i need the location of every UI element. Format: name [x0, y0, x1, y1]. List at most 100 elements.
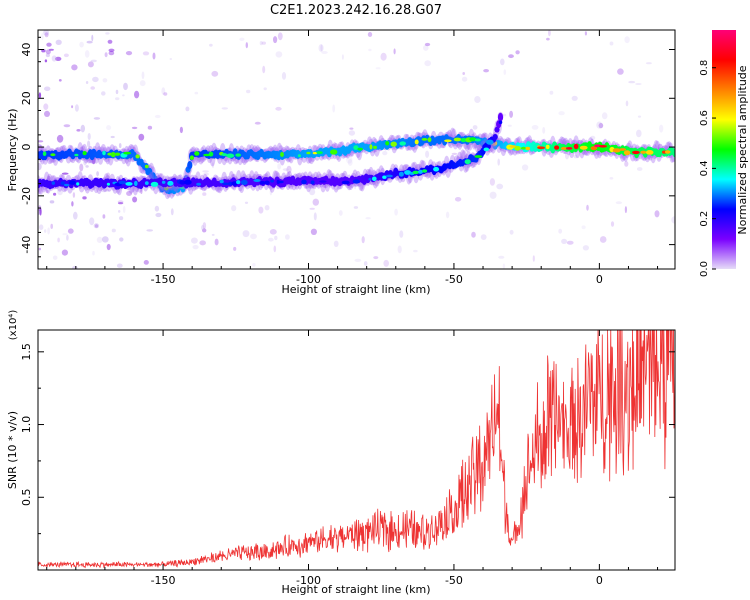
main-peak [453, 137, 462, 142]
background-speckle [269, 229, 277, 235]
background-speckle [38, 186, 43, 193]
background-speckle [63, 53, 69, 58]
spectrogram-y-tick-label: -20 [20, 187, 33, 205]
secondary-peak [422, 169, 428, 173]
main-peak [414, 139, 419, 145]
background-speckle [38, 92, 42, 99]
secondary-peak [118, 180, 127, 185]
background-speckle [83, 158, 87, 166]
main-peak [189, 155, 194, 160]
main-peak [599, 145, 607, 148]
background-speckle [87, 133, 91, 140]
background-speckle [474, 96, 481, 103]
background-speckle [542, 126, 546, 134]
snr-ylabel: SNR (10 * v/v) [6, 411, 19, 489]
snr-x-tick-label: -50 [445, 574, 463, 587]
background-speckle [259, 41, 263, 46]
secondary-peak [270, 179, 274, 183]
main-peak [144, 164, 149, 169]
background-speckle [454, 197, 462, 202]
background-speckle [635, 83, 642, 85]
colorbar-ticks: 0.0 0.2 0.4 0.6 0.8 [699, 60, 716, 277]
background-speckle [106, 172, 111, 179]
background-speckle [383, 259, 390, 267]
background-speckle [586, 204, 589, 211]
snr-panel: -150 -100 -50 0 0.5 1.0 1.5 Height of straight… [6, 310, 676, 596]
secondary-peak [368, 177, 372, 181]
main-peak [369, 144, 373, 150]
background-speckle [110, 135, 115, 139]
snr-x-tick-label: -100 [296, 574, 321, 587]
background-speckle [332, 104, 336, 113]
background-speckle [214, 238, 219, 246]
background-speckle [71, 105, 74, 109]
secondary-peak [179, 180, 186, 185]
spectrogram-axis-ticks: -150 -100 -50 0 -40 -20 0 20 40 [20, 30, 675, 286]
snr-frame [37, 329, 676, 571]
background-speckle [55, 39, 62, 45]
background-speckle [348, 130, 356, 136]
background-speckle [104, 52, 108, 58]
background-speckle [628, 80, 636, 84]
background-speckle [637, 115, 642, 118]
background-speckle [91, 34, 94, 42]
background-speckle [63, 124, 71, 128]
background-speckle [41, 32, 44, 41]
background-speckle [66, 234, 69, 241]
background-speckle [50, 223, 53, 229]
background-speckle [399, 230, 404, 238]
background-speckle [483, 69, 489, 73]
background-speckle [57, 237, 60, 243]
background-speckle [375, 67, 381, 70]
background-speckle [286, 165, 292, 174]
background-speckle [654, 210, 660, 218]
background-speckle [231, 205, 237, 212]
colorbar-tick-label: 0.8 [699, 60, 710, 76]
background-speckle [155, 212, 162, 218]
background-speckle [233, 246, 237, 251]
main-peak [664, 150, 671, 154]
background-speckle [645, 62, 652, 65]
background-speckle [56, 134, 64, 143]
main-peak [306, 151, 311, 155]
background-speckle [424, 42, 431, 47]
background-speckle [659, 124, 664, 133]
main-peak [385, 141, 390, 146]
background-speckle [624, 36, 630, 44]
main-peak [645, 150, 654, 155]
main-peak [312, 151, 318, 155]
secondary-peak [404, 170, 412, 175]
background-speckle [92, 250, 95, 256]
background-speckle [143, 260, 149, 265]
secondary-peak [382, 175, 387, 179]
secondary-peak [464, 159, 471, 165]
colorbar-label: Normalized spectral amplitude [736, 65, 749, 234]
background-speckle [125, 51, 133, 56]
background-speckle [123, 82, 128, 91]
secondary-peak [240, 179, 248, 185]
main-peak [74, 153, 79, 157]
main-peak [514, 145, 521, 151]
background-speckle [397, 245, 402, 254]
colorbar-tick-label: 0.4 [699, 160, 710, 176]
background-speckle [138, 133, 145, 141]
background-speckle [44, 32, 49, 38]
background-speckle [119, 237, 124, 242]
snr-y-tick-label: 1.0 [20, 416, 33, 434]
background-speckle [250, 233, 257, 240]
background-speckle [44, 110, 50, 117]
secondary-peak [412, 170, 420, 175]
secondary-band [494, 126, 500, 133]
background-speckle [221, 107, 228, 110]
background-speckle [202, 222, 207, 230]
spectrogram-marks [38, 30, 675, 269]
background-speckle [170, 208, 174, 216]
background-speckle [361, 236, 365, 244]
background-speckle [636, 167, 643, 171]
main-peak [619, 148, 627, 151]
background-speckle [531, 125, 539, 130]
background-speckle [137, 176, 140, 182]
background-speckle [39, 224, 44, 230]
colorbar-tick-label: 0.0 [699, 261, 710, 277]
background-speckle [509, 229, 514, 235]
